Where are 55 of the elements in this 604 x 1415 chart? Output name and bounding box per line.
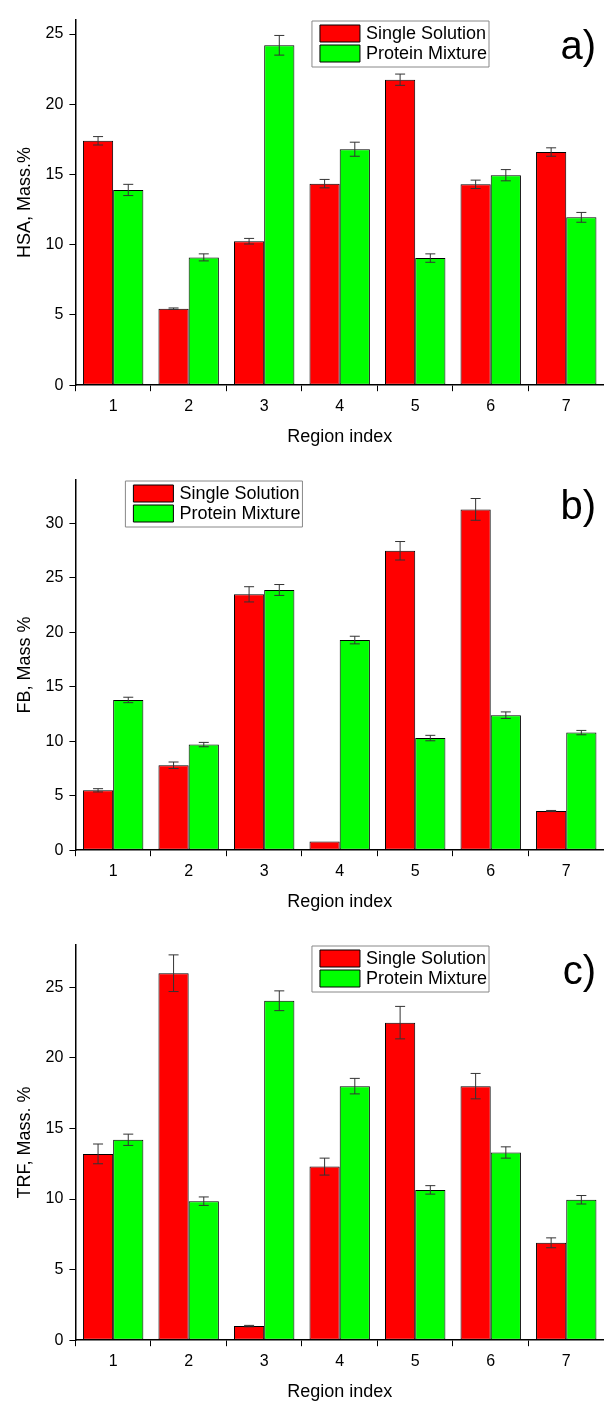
- y-tick-label: 15: [45, 164, 64, 182]
- x-axis-title: Region index: [287, 1381, 393, 1402]
- y-tick-label: 10: [45, 731, 64, 749]
- y-tick-label: 5: [54, 1260, 64, 1278]
- x-tick-label: 3: [259, 862, 269, 880]
- y-tick-label: 0: [54, 840, 64, 858]
- y-tick-label: 25: [45, 24, 64, 42]
- x-tick-label: 2: [184, 862, 194, 880]
- y-tick-label: 5: [54, 786, 64, 804]
- x-tick-label: 3: [259, 1352, 269, 1370]
- y-tick-label: 5: [54, 305, 64, 323]
- y-tick-label: 20: [45, 1048, 64, 1066]
- y-tick-label: 20: [45, 622, 64, 640]
- x-tick-label: 5: [410, 397, 420, 415]
- y-axis-title: FB, Mass %: [13, 616, 34, 714]
- x-tick-label: 6: [486, 397, 496, 415]
- x-tick-label: 2: [184, 1352, 194, 1370]
- y-tick-label: 20: [45, 94, 64, 112]
- x-tick-label: 4: [335, 1352, 345, 1370]
- x-tick-label: 1: [108, 397, 118, 415]
- y-axis-title: TRF, Mass. %: [13, 1086, 34, 1199]
- y-tick-label: 15: [45, 677, 64, 695]
- y-tick-label: 0: [54, 375, 64, 393]
- x-axis-title: Region index: [287, 426, 393, 447]
- legend-label: Protein Mixture: [365, 968, 487, 989]
- x-tick-label: 5: [410, 862, 420, 880]
- y-axis-title: HSA, Mass.%: [13, 147, 34, 259]
- x-tick-label: 5: [410, 1352, 420, 1370]
- x-tick-label: 4: [335, 862, 345, 880]
- legend-label: Protein Mixture: [365, 43, 487, 64]
- x-tick-label: 4: [335, 397, 345, 415]
- annotation: c): [562, 948, 596, 993]
- x-tick-label: 1: [108, 862, 118, 880]
- x-tick-label: 7: [561, 397, 571, 415]
- legend-label: Protein Mixture: [179, 503, 301, 524]
- y-tick-label: 15: [45, 1118, 64, 1136]
- x-tick-label: 7: [561, 862, 571, 880]
- legend-label: Single Solution: [365, 23, 487, 44]
- x-tick-label: 6: [486, 1352, 496, 1370]
- x-tick-label: 3: [259, 397, 269, 415]
- y-tick-label: 25: [45, 977, 64, 995]
- annotation: b): [560, 483, 596, 528]
- y-tick-label: 25: [45, 568, 64, 586]
- y-tick-label: 30: [45, 513, 64, 531]
- x-axis-title: Region index: [287, 891, 393, 912]
- annotation: a): [560, 23, 596, 68]
- y-tick-label: 10: [45, 1189, 64, 1207]
- y-tick-label: 10: [45, 235, 64, 253]
- legend-label: Single Solution: [365, 948, 487, 969]
- legend-label: Single Solution: [179, 483, 300, 504]
- x-tick-label: 7: [561, 1352, 571, 1370]
- x-tick-label: 6: [486, 862, 496, 880]
- x-tick-label: 1: [108, 1352, 118, 1370]
- y-tick-label: 0: [54, 1330, 64, 1348]
- x-tick-label: 2: [184, 397, 194, 415]
